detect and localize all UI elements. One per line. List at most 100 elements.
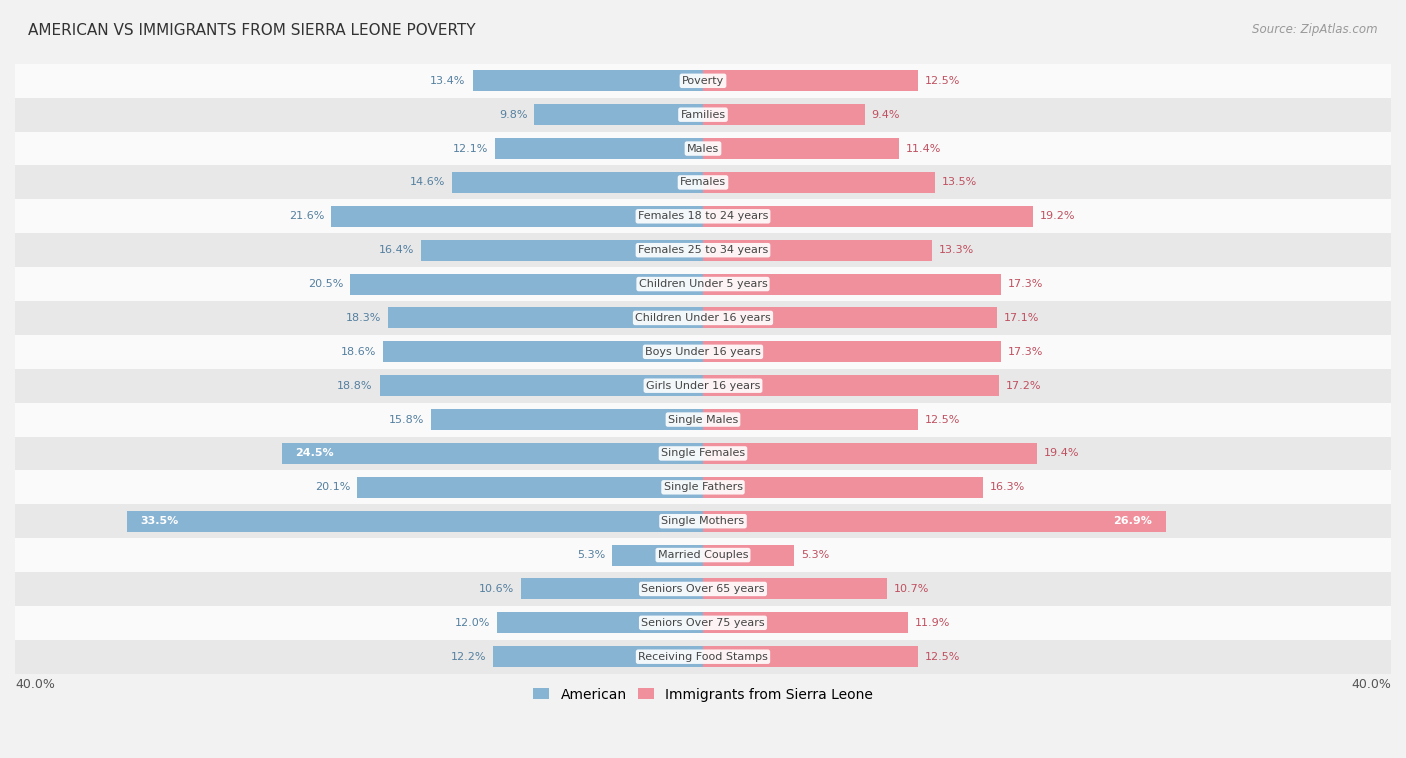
Bar xyxy=(15,606,1391,640)
Text: 19.2%: 19.2% xyxy=(1040,211,1076,221)
Bar xyxy=(703,240,932,261)
Bar xyxy=(703,104,865,125)
Text: 12.5%: 12.5% xyxy=(925,415,960,424)
Text: 12.5%: 12.5% xyxy=(925,76,960,86)
Text: Boys Under 16 years: Boys Under 16 years xyxy=(645,347,761,357)
Text: Families: Families xyxy=(681,110,725,120)
Text: Seniors Over 75 years: Seniors Over 75 years xyxy=(641,618,765,628)
Text: 16.4%: 16.4% xyxy=(378,245,413,255)
Text: 9.8%: 9.8% xyxy=(499,110,527,120)
Bar xyxy=(420,240,703,261)
Bar xyxy=(703,612,908,634)
Bar xyxy=(382,341,703,362)
Text: Females 25 to 34 years: Females 25 to 34 years xyxy=(638,245,768,255)
Bar xyxy=(703,409,918,430)
Text: 18.6%: 18.6% xyxy=(340,347,377,357)
Bar xyxy=(15,132,1391,165)
Bar xyxy=(703,172,935,193)
Bar xyxy=(703,511,1166,531)
Text: Single Males: Single Males xyxy=(668,415,738,424)
Text: Seniors Over 65 years: Seniors Over 65 years xyxy=(641,584,765,594)
Bar xyxy=(703,308,997,328)
Text: 12.1%: 12.1% xyxy=(453,143,488,154)
Bar xyxy=(15,64,1391,98)
Bar xyxy=(494,647,703,667)
Text: Single Fathers: Single Fathers xyxy=(664,482,742,492)
Bar xyxy=(15,538,1391,572)
Bar xyxy=(703,70,918,91)
Text: 40.0%: 40.0% xyxy=(1351,678,1391,691)
Bar xyxy=(496,612,703,634)
Text: 17.2%: 17.2% xyxy=(1005,381,1042,390)
Text: 20.5%: 20.5% xyxy=(308,279,343,289)
Text: 5.3%: 5.3% xyxy=(801,550,830,560)
Text: 13.4%: 13.4% xyxy=(430,76,465,86)
Text: Males: Males xyxy=(688,143,718,154)
Bar xyxy=(703,647,918,667)
Text: Children Under 16 years: Children Under 16 years xyxy=(636,313,770,323)
Text: Females: Females xyxy=(681,177,725,187)
Text: 10.6%: 10.6% xyxy=(478,584,513,594)
Text: 18.3%: 18.3% xyxy=(346,313,381,323)
Text: 14.6%: 14.6% xyxy=(409,177,446,187)
Bar xyxy=(15,402,1391,437)
Bar xyxy=(15,335,1391,368)
Bar xyxy=(703,274,1001,295)
Text: 20.1%: 20.1% xyxy=(315,482,350,492)
Bar xyxy=(703,544,794,565)
Bar xyxy=(15,98,1391,132)
Text: 13.3%: 13.3% xyxy=(939,245,974,255)
Bar xyxy=(703,341,1001,362)
Bar xyxy=(432,409,703,430)
Text: 11.9%: 11.9% xyxy=(914,618,950,628)
Bar xyxy=(15,199,1391,233)
Text: Single Females: Single Females xyxy=(661,449,745,459)
Bar xyxy=(15,233,1391,267)
Text: 12.5%: 12.5% xyxy=(925,652,960,662)
Bar xyxy=(703,206,1033,227)
Bar xyxy=(281,443,703,464)
Text: 17.3%: 17.3% xyxy=(1008,279,1043,289)
Text: 11.4%: 11.4% xyxy=(905,143,942,154)
Bar xyxy=(15,504,1391,538)
Bar xyxy=(520,578,703,600)
Text: 21.6%: 21.6% xyxy=(290,211,325,221)
Bar xyxy=(15,437,1391,471)
Text: 33.5%: 33.5% xyxy=(141,516,179,526)
Bar xyxy=(15,471,1391,504)
Text: 26.9%: 26.9% xyxy=(1114,516,1152,526)
Bar xyxy=(534,104,703,125)
Text: Children Under 5 years: Children Under 5 years xyxy=(638,279,768,289)
Text: 12.2%: 12.2% xyxy=(451,652,486,662)
Text: 9.4%: 9.4% xyxy=(872,110,900,120)
Bar xyxy=(703,477,983,498)
Text: Source: ZipAtlas.com: Source: ZipAtlas.com xyxy=(1253,23,1378,36)
Bar xyxy=(472,70,703,91)
Bar xyxy=(612,544,703,565)
Bar xyxy=(388,308,703,328)
Text: 17.1%: 17.1% xyxy=(1004,313,1039,323)
Bar xyxy=(451,172,703,193)
Bar xyxy=(332,206,703,227)
Bar xyxy=(495,138,703,159)
Text: 15.8%: 15.8% xyxy=(389,415,425,424)
Bar xyxy=(703,375,998,396)
Text: 24.5%: 24.5% xyxy=(295,449,335,459)
Text: 5.3%: 5.3% xyxy=(576,550,605,560)
Text: 17.3%: 17.3% xyxy=(1008,347,1043,357)
Text: 18.8%: 18.8% xyxy=(337,381,373,390)
Bar xyxy=(15,640,1391,674)
Bar xyxy=(703,443,1036,464)
Bar xyxy=(703,138,898,159)
Bar xyxy=(15,267,1391,301)
Text: 40.0%: 40.0% xyxy=(15,678,55,691)
Bar xyxy=(15,368,1391,402)
Text: 10.7%: 10.7% xyxy=(894,584,929,594)
Text: Married Couples: Married Couples xyxy=(658,550,748,560)
Text: Single Mothers: Single Mothers xyxy=(661,516,745,526)
Bar xyxy=(15,165,1391,199)
Bar xyxy=(703,578,887,600)
Text: 12.0%: 12.0% xyxy=(454,618,489,628)
Text: Girls Under 16 years: Girls Under 16 years xyxy=(645,381,761,390)
Bar xyxy=(350,274,703,295)
